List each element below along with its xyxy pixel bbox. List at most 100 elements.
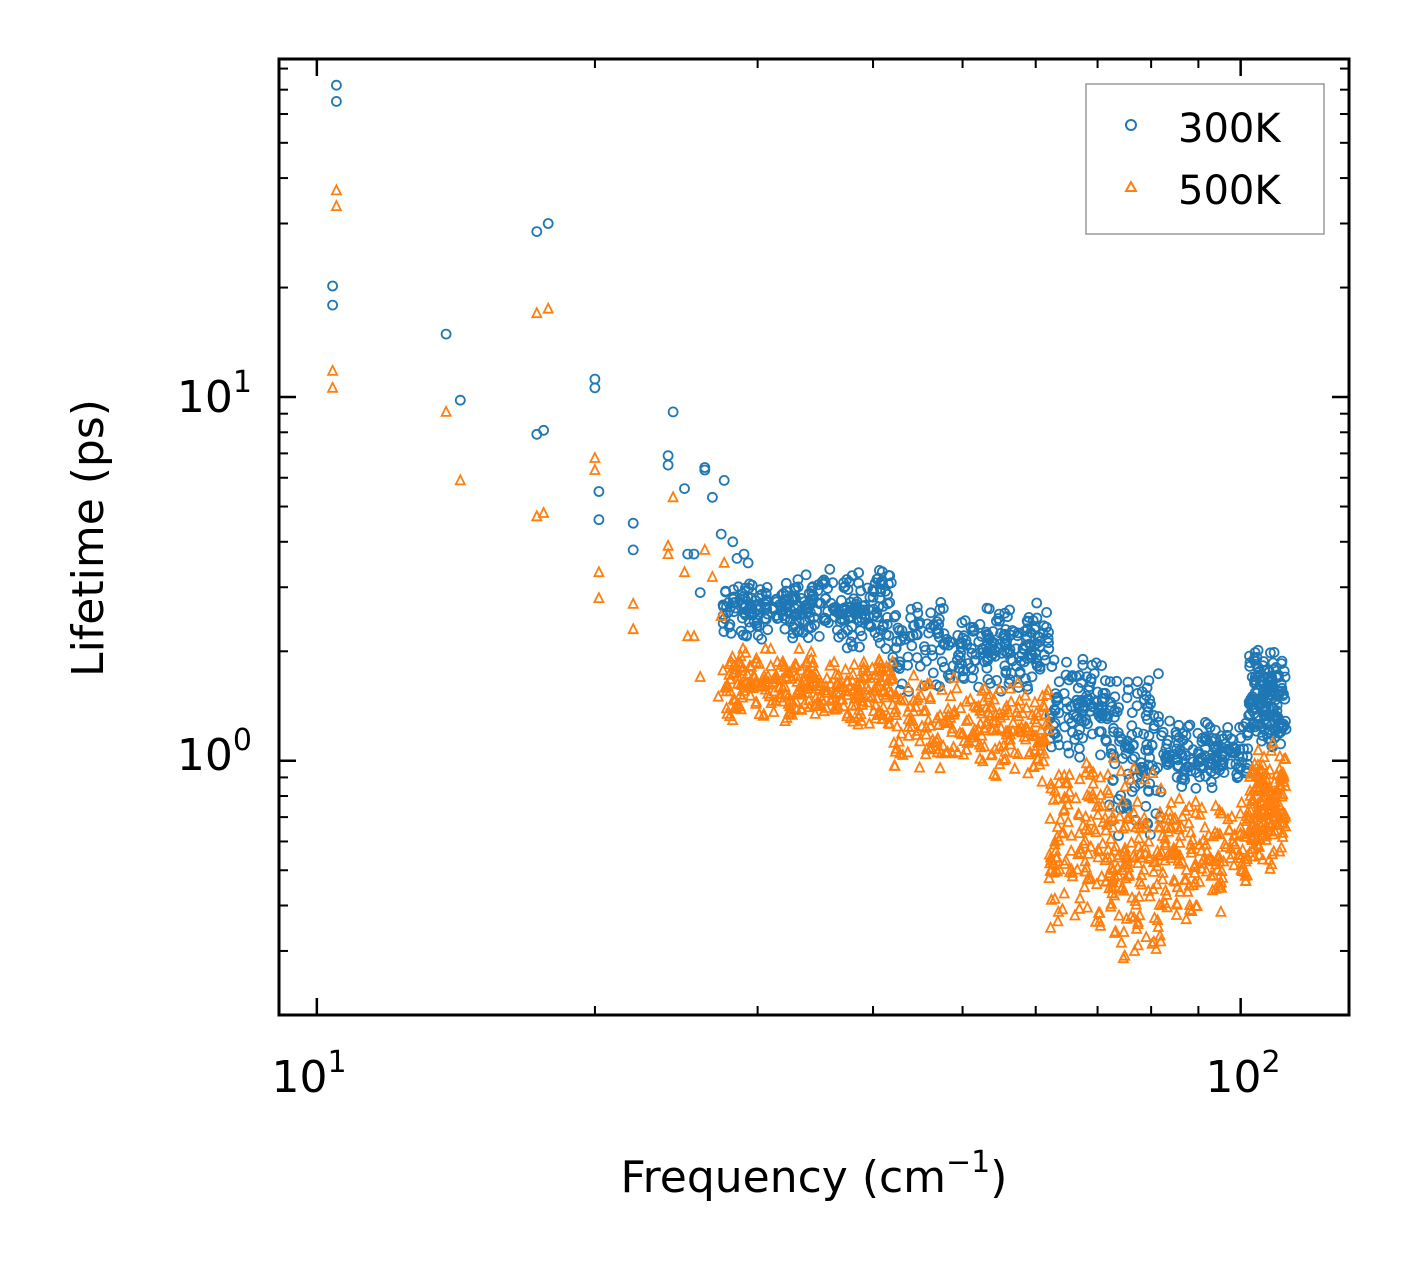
point-300k: [1108, 749, 1119, 761]
point-300k: [1259, 724, 1270, 735]
point-300k: [926, 644, 938, 656]
point-500k: [767, 704, 780, 717]
point-500k: [815, 692, 828, 705]
point-500k: [1256, 757, 1269, 770]
point-300k: [1255, 680, 1267, 692]
point-500k: [1054, 812, 1067, 825]
point-300k: [1221, 729, 1233, 741]
point-300k: [1048, 654, 1060, 666]
point-500k: [1142, 834, 1155, 847]
point-500k: [1133, 874, 1146, 887]
point-300k: [958, 630, 970, 642]
point-500k: [947, 740, 960, 752]
point-300k: [1086, 728, 1098, 740]
point-300k: [1107, 774, 1119, 786]
point-500k: [1253, 815, 1266, 828]
point-500k: [1213, 854, 1226, 867]
point-500k: [1198, 820, 1211, 833]
point-500k: [1273, 749, 1286, 762]
point-300k: [1073, 743, 1085, 754]
point-300k: [1111, 675, 1123, 687]
point-500k: [627, 596, 640, 609]
point-500k: [1044, 863, 1057, 876]
point-500k: [1138, 817, 1151, 830]
point-300k: [878, 619, 889, 631]
point-500k: [820, 671, 833, 684]
point-500k: [855, 713, 868, 726]
point-500k: [990, 707, 1002, 720]
point-300k: [788, 591, 800, 602]
point-300k: [1164, 715, 1175, 727]
point-500k: [1251, 776, 1264, 788]
point-500k: [592, 591, 605, 603]
point-500k: [1081, 788, 1094, 801]
point-500k: [974, 716, 987, 729]
point-300k: [958, 673, 970, 684]
point-300k: [813, 631, 825, 642]
point-300k: [1176, 781, 1188, 792]
legend: 300K 500K: [1085, 83, 1325, 235]
point-500k: [808, 670, 820, 683]
point-300k: [812, 585, 824, 597]
point-500k: [1211, 826, 1224, 839]
point-500k: [1240, 814, 1253, 826]
point-300k: [1153, 716, 1164, 728]
point-300k: [1268, 647, 1280, 658]
point-300k: [1020, 639, 1031, 651]
point-300k: [1074, 751, 1086, 763]
point-500k: [1234, 806, 1247, 819]
point-500k: [994, 710, 1007, 723]
point-300k: [593, 486, 605, 497]
point-300k: [894, 663, 905, 674]
point-500k: [948, 703, 961, 716]
point-300k: [1206, 732, 1218, 744]
point-300k: [778, 588, 789, 599]
point-500k: [1100, 823, 1112, 836]
point-300k: [1172, 754, 1184, 766]
point-500k: [769, 671, 781, 684]
point-500k: [1159, 838, 1172, 850]
point-300k: [908, 619, 920, 631]
point-500k: [1058, 886, 1071, 899]
point-500k: [903, 699, 916, 712]
point-500k: [1159, 831, 1172, 844]
point-500k: [841, 684, 854, 697]
point-300k: [982, 632, 994, 644]
point-300k: [1053, 676, 1065, 688]
point-300k: [977, 644, 988, 656]
point-500k: [839, 662, 852, 675]
point-500k: [999, 744, 1012, 757]
point-500k: [1118, 948, 1131, 961]
point-500k: [1079, 864, 1092, 877]
point-300k: [1216, 730, 1227, 742]
point-300k: [841, 642, 853, 654]
point-500k: [761, 686, 774, 699]
point-500k: [1256, 790, 1269, 803]
point-500k: [1248, 828, 1261, 841]
point-500k: [1061, 797, 1074, 810]
x-tick-label-100: 102: [1205, 1045, 1280, 1103]
point-500k: [1120, 911, 1133, 924]
point-300k: [939, 639, 951, 651]
point-300k: [1084, 699, 1096, 710]
point-500k: [1095, 869, 1108, 882]
x-tick-label-10: 101: [271, 1045, 346, 1103]
point-500k: [913, 734, 926, 747]
legend-marker-500k: [1124, 179, 1138, 192]
point-300k: [1077, 732, 1088, 744]
point-300k: [847, 604, 858, 616]
point-300k: [1162, 759, 1173, 770]
point-500k: [746, 677, 758, 690]
point-500k: [910, 699, 922, 712]
point-500k: [805, 644, 818, 657]
point-500k: [1132, 938, 1144, 951]
point-500k: [941, 744, 954, 757]
point-500k: [1228, 828, 1240, 841]
point-300k: [743, 582, 755, 594]
minor-ticks: [279, 59, 1349, 1015]
point-500k: [1113, 908, 1126, 921]
point-300k: [1121, 798, 1132, 810]
point-300k: [974, 619, 986, 630]
point-300k: [1041, 621, 1052, 633]
point-500k: [1275, 840, 1288, 853]
